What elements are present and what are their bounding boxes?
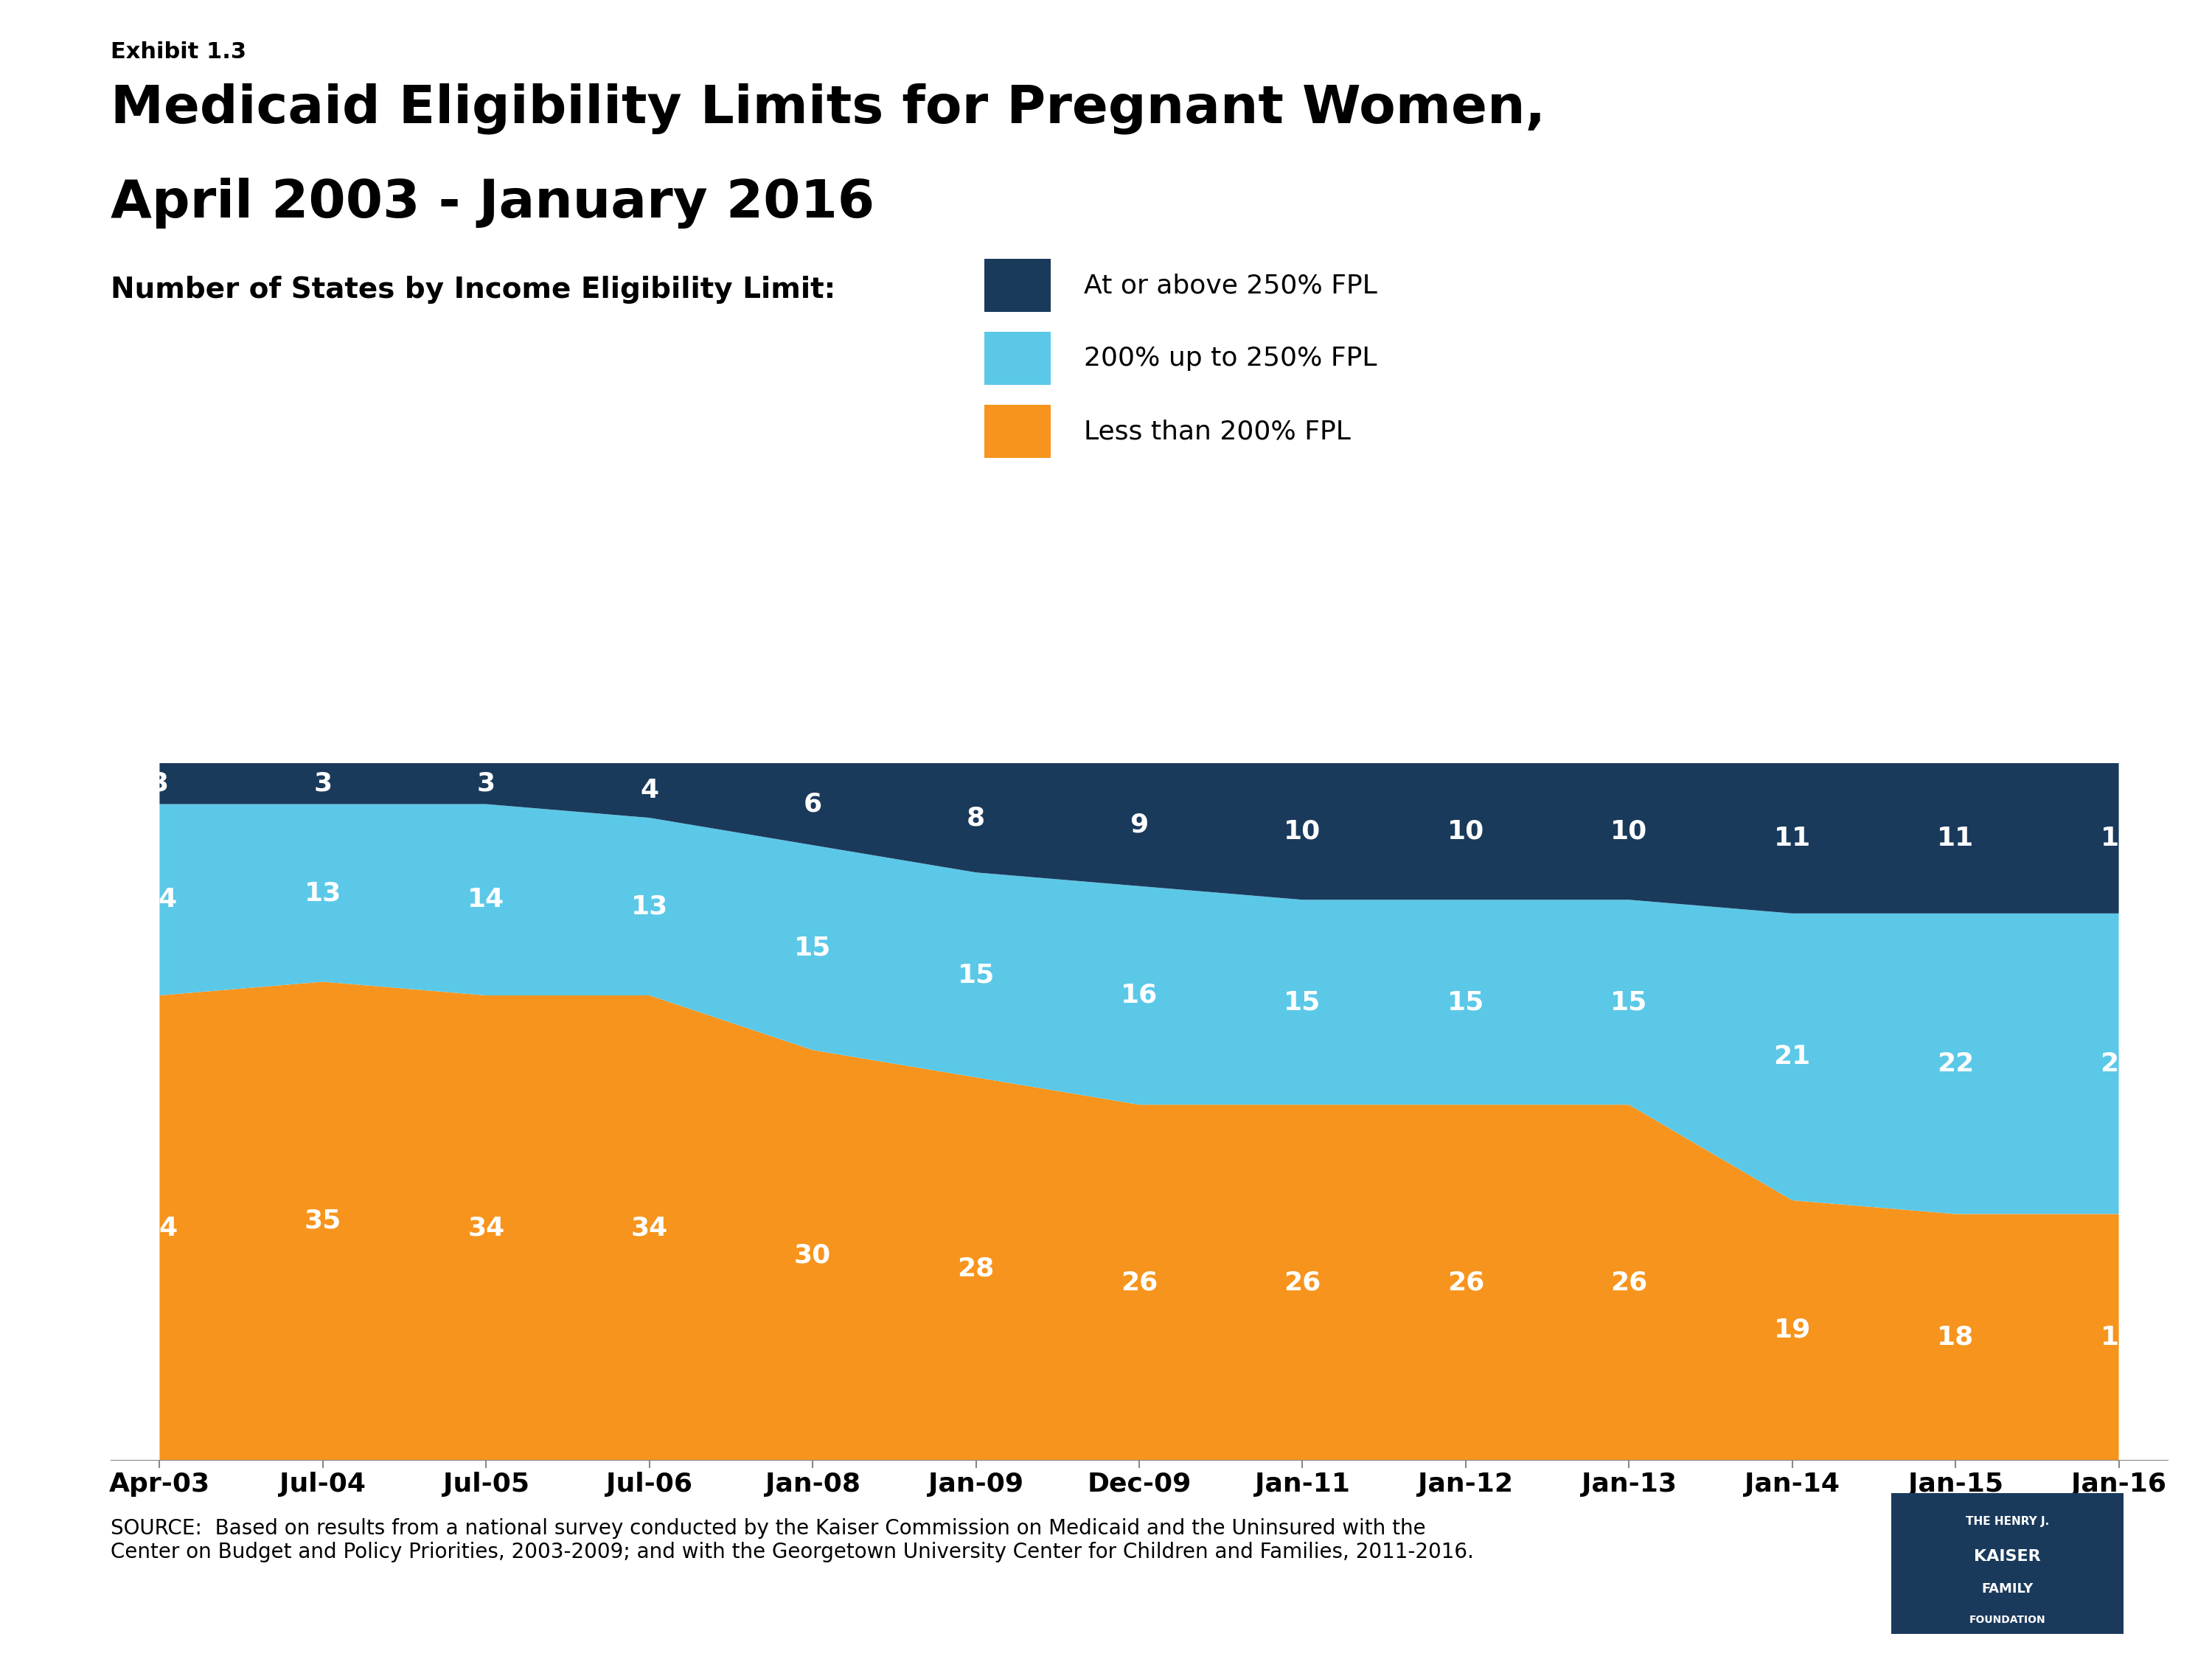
Text: 10: 10: [1447, 820, 1484, 844]
Text: 10: 10: [1283, 820, 1321, 844]
Text: 26: 26: [1610, 1269, 1648, 1294]
Text: 18: 18: [1938, 1324, 1973, 1349]
Text: 15: 15: [794, 936, 832, 961]
Text: 13: 13: [305, 881, 341, 906]
Text: 26: 26: [1283, 1269, 1321, 1294]
Text: 200% up to 250% FPL: 200% up to 250% FPL: [1084, 345, 1376, 372]
Text: 8: 8: [967, 805, 984, 830]
Text: Number of States by Income Eligibility Limit:: Number of States by Income Eligibility L…: [111, 275, 836, 304]
Text: THE HENRY J.: THE HENRY J.: [1966, 1516, 2048, 1526]
Text: Exhibit 1.3: Exhibit 1.3: [111, 41, 246, 63]
Text: KAISER: KAISER: [1973, 1550, 2042, 1564]
Text: 21: 21: [1774, 1045, 1812, 1070]
Text: 22: 22: [1938, 1052, 1973, 1077]
Text: 18: 18: [2099, 1324, 2137, 1349]
Text: 28: 28: [958, 1256, 995, 1281]
Text: 15: 15: [1610, 990, 1648, 1015]
Text: 22: 22: [2099, 1052, 2137, 1077]
Text: 11: 11: [1774, 826, 1812, 851]
Text: 14: 14: [467, 888, 504, 912]
Text: 15: 15: [958, 962, 995, 987]
Text: 34: 34: [142, 1214, 179, 1241]
Text: FAMILY: FAMILY: [1982, 1583, 2033, 1596]
Text: 35: 35: [305, 1208, 341, 1233]
Text: At or above 250% FPL: At or above 250% FPL: [1084, 272, 1378, 299]
Text: 34: 34: [630, 1214, 668, 1241]
Text: 15: 15: [1447, 990, 1484, 1015]
Text: 3: 3: [478, 771, 495, 796]
Text: 13: 13: [630, 894, 668, 919]
Text: 10: 10: [1610, 820, 1648, 844]
Text: 9: 9: [1130, 813, 1148, 838]
Text: SOURCE:  Based on results from a national survey conducted by the Kaiser Commiss: SOURCE: Based on results from a national…: [111, 1518, 1473, 1563]
Text: 6: 6: [803, 791, 823, 816]
Text: 14: 14: [142, 888, 179, 912]
Text: 19: 19: [1774, 1317, 1812, 1342]
Text: 4: 4: [639, 778, 659, 803]
Text: 26: 26: [1121, 1269, 1157, 1294]
Text: FOUNDATION: FOUNDATION: [1969, 1614, 2046, 1626]
Text: 34: 34: [467, 1214, 504, 1241]
Text: Less than 200% FPL: Less than 200% FPL: [1084, 418, 1352, 445]
Text: 11: 11: [2099, 826, 2137, 851]
Text: 15: 15: [1283, 990, 1321, 1015]
Text: April 2003 - January 2016: April 2003 - January 2016: [111, 178, 874, 229]
Text: 11: 11: [1938, 826, 1973, 851]
Text: 3: 3: [150, 771, 168, 796]
Text: 30: 30: [794, 1243, 832, 1267]
Text: 16: 16: [1121, 982, 1157, 1009]
Text: Medicaid Eligibility Limits for Pregnant Women,: Medicaid Eligibility Limits for Pregnant…: [111, 83, 1546, 134]
Text: 26: 26: [1447, 1269, 1484, 1294]
Text: 3: 3: [314, 771, 332, 796]
